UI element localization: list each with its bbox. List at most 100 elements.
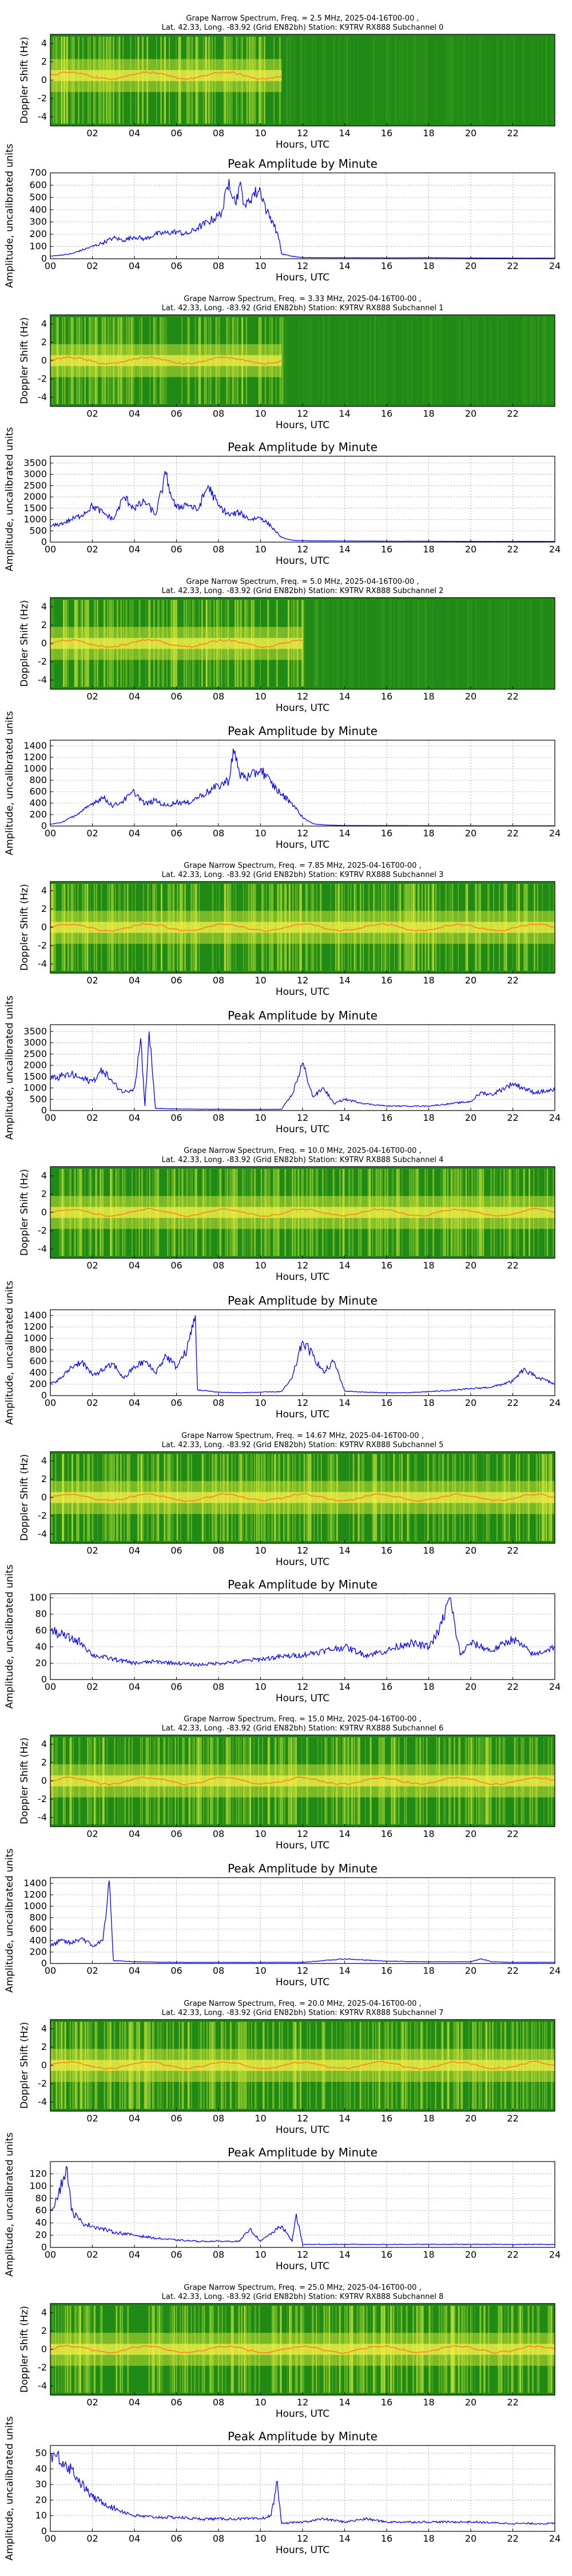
- spectrogram-streak: [484, 317, 487, 404]
- y-axis-label: Doppler Shift (Hz): [19, 1169, 30, 1256]
- x-tick-label: 00: [45, 1681, 56, 1692]
- x-tick-label: 22: [507, 2113, 518, 2124]
- x-tick-label: 04: [129, 260, 140, 271]
- x-tick-label: 02: [86, 1260, 98, 1271]
- x-tick-label: 10: [255, 828, 266, 839]
- y-tick-label: 1000: [23, 763, 47, 774]
- x-tick-label: 20: [465, 1545, 476, 1556]
- spectrogram-streak: [490, 317, 492, 404]
- amplitude-panel-13: Peak Amplitude by Minute 00 02 04 06 08 10 12 14…: [4, 1848, 561, 1993]
- spectrogram-streak: [421, 600, 423, 687]
- x-tick-label: 10: [255, 544, 266, 555]
- x-tick-label: 18: [423, 1397, 434, 1408]
- x-tick-label: 14: [339, 408, 350, 419]
- spectrogram-streak: [479, 37, 482, 124]
- x-tick-label: 12: [297, 2533, 308, 2544]
- amplitude-grid: [50, 1594, 555, 1680]
- y-tick-label: 120: [29, 2168, 47, 2179]
- spectrogram-streak: [304, 37, 307, 124]
- x-tick-label: 14: [339, 2249, 350, 2260]
- spectrogram-streak: [383, 600, 384, 687]
- spectrogram-streak: [426, 37, 428, 124]
- spectrogram-streak: [315, 37, 317, 124]
- y-tick-label: 0: [41, 1492, 47, 1503]
- spectrogram-streak: [531, 37, 533, 124]
- x-tick-label: 22: [507, 691, 518, 702]
- spectrogram-streak: [468, 317, 469, 404]
- spectrogram-streak: [304, 317, 306, 404]
- spectrogram-streak: [423, 37, 426, 124]
- x-tick-label: 18: [423, 260, 434, 271]
- y-tick-label: 3000: [23, 469, 47, 480]
- y-tick-label: 20: [35, 2230, 47, 2241]
- spectrogram-streak: [402, 317, 404, 404]
- x-tick-label: 02: [86, 1965, 98, 1976]
- y-tick-label: 600: [29, 786, 47, 797]
- spectrogram-streak: [462, 37, 464, 124]
- spectrogram-carrier-trace: [50, 1493, 555, 1503]
- x-tick-label: 16: [381, 2397, 392, 2408]
- x-tick-label: 22: [507, 2249, 518, 2260]
- x-tick-label: 08: [213, 1545, 224, 1556]
- spectrogram-streak: [464, 37, 466, 124]
- x-tick-label: 20: [465, 1260, 476, 1271]
- spectrogram-streak: [529, 600, 531, 687]
- y-tick-label: 400: [29, 204, 47, 215]
- x-tick-label: 20: [465, 2397, 476, 2408]
- x-axis-label: Hours, UTC: [276, 1271, 329, 1283]
- x-axis-label: Hours, UTC: [276, 1693, 329, 1704]
- x-axis-label: Hours, UTC: [276, 839, 329, 851]
- x-tick-label: 08: [213, 544, 224, 555]
- spectrogram-streak: [456, 317, 459, 404]
- spectrogram-streak: [504, 37, 506, 124]
- y-tick-label: -2: [38, 2362, 47, 2373]
- y-tick-label: 500: [29, 1093, 47, 1104]
- y-tick-label: 200: [29, 1946, 47, 1957]
- spectrogram-streak: [313, 600, 316, 687]
- amplitude-grid: [50, 1025, 555, 1111]
- y-tick-label: -4: [38, 2096, 47, 2107]
- spectrogram-streak: [380, 600, 382, 687]
- spectrogram-streak: [373, 37, 375, 124]
- y-tick-label: -2: [38, 940, 47, 951]
- y-tick-label: 0: [41, 1775, 47, 1786]
- spectrogram-streak: [495, 600, 496, 687]
- y-tick-label: 4: [41, 1455, 47, 1466]
- spectrogram-streak: [467, 317, 468, 404]
- x-tick-label: 18: [423, 128, 434, 139]
- x-axis-label: Hours, UTC: [276, 1124, 329, 1135]
- x-tick-label: 18: [423, 408, 434, 419]
- spectrogram-streak: [468, 37, 471, 124]
- spectrogram-streak: [448, 37, 450, 124]
- x-tick-label: 00: [45, 2249, 56, 2260]
- y-tick-label: -4: [38, 2380, 47, 2391]
- spectrogram-streak: [553, 317, 555, 404]
- spectrogram-streak: [380, 600, 383, 687]
- x-tick-label: 14: [339, 1545, 350, 1556]
- amplitude-series-line-0: [50, 2450, 555, 2526]
- x-tick-label: 02: [86, 260, 98, 271]
- spectrogram-streak: [388, 37, 390, 124]
- x-tick-label: 02: [86, 2397, 98, 2408]
- spectrogram-streak: [475, 317, 476, 404]
- spectrogram-streak: [534, 37, 536, 124]
- spectrogram-streak: [412, 600, 414, 687]
- spectrogram-streak: [448, 37, 450, 124]
- x-tick-label: 02: [86, 1397, 98, 1408]
- y-tick-label: -4: [38, 1243, 47, 1254]
- x-tick-label: 04: [129, 1545, 140, 1556]
- spectrogram-streak: [392, 317, 395, 404]
- x-tick-label: 20: [465, 260, 476, 271]
- x-tick-label: 08: [213, 2113, 224, 2124]
- x-tick-label: 22: [507, 260, 518, 271]
- x-tick-label: 18: [423, 2249, 434, 2260]
- spectrogram-streak: [521, 317, 523, 404]
- spectrogram-streak: [353, 37, 355, 124]
- spectrogram-streak: [339, 37, 341, 124]
- spectrogram-streak: [444, 37, 446, 124]
- x-tick-label: 06: [170, 691, 182, 702]
- x-tick-label: 24: [549, 2249, 561, 2260]
- x-tick-label: 22: [507, 1965, 518, 1976]
- x-tick-label: 04: [129, 408, 140, 419]
- y-tick-label: -2: [38, 2078, 47, 2089]
